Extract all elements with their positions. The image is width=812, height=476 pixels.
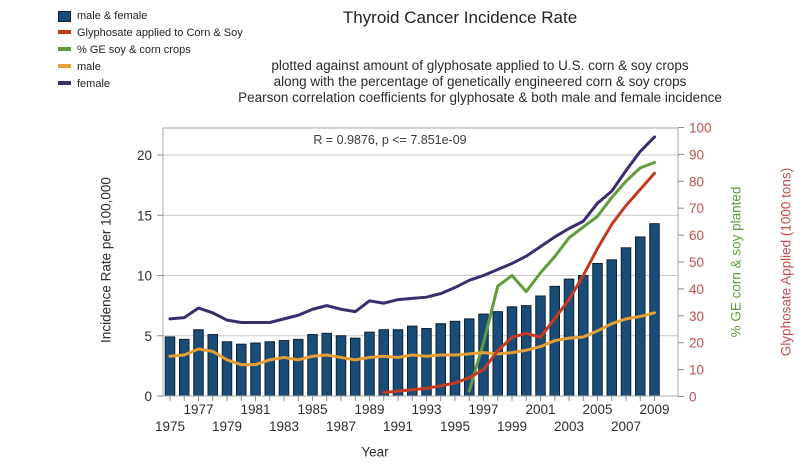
x-tick-label: 1999 bbox=[497, 419, 527, 434]
x-tick-label: 2003 bbox=[554, 419, 584, 434]
legend-item-2: % GE soy & corn crops bbox=[58, 44, 253, 57]
bar-1980 bbox=[236, 343, 247, 397]
x-tick-label: 1977 bbox=[183, 402, 213, 417]
x-tick-label: 2005 bbox=[582, 402, 612, 417]
legend-label: male & female bbox=[77, 10, 148, 22]
x-tick-label: 2007 bbox=[611, 419, 641, 434]
x-tick-label: 1987 bbox=[326, 419, 356, 434]
x-tick-label: 1995 bbox=[440, 419, 470, 434]
bar-1975 bbox=[164, 336, 176, 397]
left-tick-label: 5 bbox=[144, 329, 152, 344]
right-tick-label: 30 bbox=[689, 309, 704, 324]
x-tick-label: 2009 bbox=[639, 402, 669, 417]
right-tick-label: 50 bbox=[689, 255, 704, 270]
bar-2006 bbox=[606, 259, 617, 397]
x-tick-label: 1985 bbox=[297, 402, 327, 417]
line-female bbox=[168, 135, 656, 324]
x-axis-title: Year bbox=[361, 444, 389, 460]
bar-1993 bbox=[421, 328, 432, 397]
legend-line-swatch bbox=[58, 47, 71, 51]
legend-item-4: female bbox=[58, 78, 253, 91]
right-tick-label: 90 bbox=[689, 147, 704, 162]
legend-item-0: male & female bbox=[58, 10, 253, 23]
x-tick-label: 1983 bbox=[269, 419, 299, 434]
line-glyphosate-applied-to-corn-soy bbox=[382, 171, 656, 394]
bar-1990 bbox=[378, 329, 389, 397]
right-tick-label: 10 bbox=[689, 363, 704, 378]
correlation-annotation: R = 0.9876, p <= 7.851e-09 bbox=[313, 133, 467, 147]
bar-1981 bbox=[250, 342, 261, 397]
right-axis-title-ge: % GE corn & soy planted bbox=[728, 186, 744, 338]
bar-2009 bbox=[649, 223, 660, 397]
legend-label: female bbox=[77, 78, 111, 90]
right-tick-label: 60 bbox=[689, 228, 704, 243]
bar-1976 bbox=[179, 338, 190, 397]
right-tick-label: 80 bbox=[689, 174, 704, 189]
bar-1977 bbox=[193, 329, 204, 397]
line-male bbox=[168, 311, 656, 367]
x-tick-label: 2001 bbox=[525, 402, 555, 417]
left-tick-label: 20 bbox=[137, 148, 152, 163]
right-tick-label: 100 bbox=[689, 121, 712, 136]
bar-1985 bbox=[307, 334, 318, 397]
right-tick-label: 20 bbox=[689, 336, 704, 351]
chart-title: Thyroid Cancer Incidence Rate bbox=[342, 8, 578, 27]
legend-square-swatch bbox=[58, 11, 71, 22]
bar-1983 bbox=[278, 340, 290, 397]
bar-1988 bbox=[350, 337, 361, 397]
x-tick-label: 1975 bbox=[155, 419, 185, 434]
subtitle-line-1: plotted against amount of glyphosate app… bbox=[271, 58, 689, 73]
left-tick-label: 0 bbox=[144, 389, 152, 404]
legend-label: % GE soy & corn crops bbox=[77, 44, 191, 56]
line--ge-soy-corn-crops bbox=[467, 160, 656, 393]
chart-subtitle: plotted against amount of glyphosate app… bbox=[230, 58, 730, 106]
right-tick-label: 70 bbox=[689, 201, 704, 216]
legend-line-swatch bbox=[58, 30, 71, 34]
x-tick-label: 1989 bbox=[354, 402, 384, 417]
bar-1979 bbox=[221, 341, 233, 397]
bar-1978 bbox=[207, 334, 218, 397]
legend-label: Glyphosate applied to Corn & Soy bbox=[77, 27, 243, 39]
bar-1986 bbox=[321, 332, 332, 397]
left-tick-label: 15 bbox=[137, 208, 152, 223]
legend-label: male bbox=[77, 61, 101, 73]
right-axis-title-glyphosate: Glyphosate Applied (1000 tons) bbox=[778, 167, 794, 357]
x-tick-label: 1997 bbox=[468, 402, 498, 417]
left-tick-label: 10 bbox=[137, 269, 152, 284]
bar-1987 bbox=[335, 335, 347, 397]
bar-1989 bbox=[364, 331, 375, 397]
bar-2007 bbox=[620, 247, 632, 397]
bar-1984 bbox=[293, 338, 304, 397]
legend-item-3: male bbox=[58, 61, 253, 74]
subtitle-line-2: along with the percentage of genetically… bbox=[273, 74, 687, 89]
bar-1992 bbox=[407, 325, 418, 397]
right-tick-label: 40 bbox=[689, 282, 704, 297]
legend-line-swatch bbox=[58, 64, 71, 68]
legend-line-swatch bbox=[58, 81, 71, 85]
left-axis-title: Incidence Rate per 100,000 bbox=[98, 177, 114, 343]
x-tick-label: 1991 bbox=[383, 419, 413, 434]
bar-1982 bbox=[264, 341, 275, 397]
chart-legend: male & female Glyphosate applied to Corn … bbox=[58, 10, 253, 95]
subtitle-line-3: Pearson correlation coefficients for gly… bbox=[238, 90, 722, 105]
x-tick-label: 1981 bbox=[240, 402, 270, 417]
x-tick-label: 1979 bbox=[212, 419, 242, 434]
right-tick-label: 0 bbox=[689, 390, 697, 405]
bar-1991 bbox=[392, 329, 404, 397]
x-tick-label: 1993 bbox=[411, 402, 441, 417]
legend-item-1: Glyphosate applied to Corn & Soy bbox=[58, 27, 253, 40]
